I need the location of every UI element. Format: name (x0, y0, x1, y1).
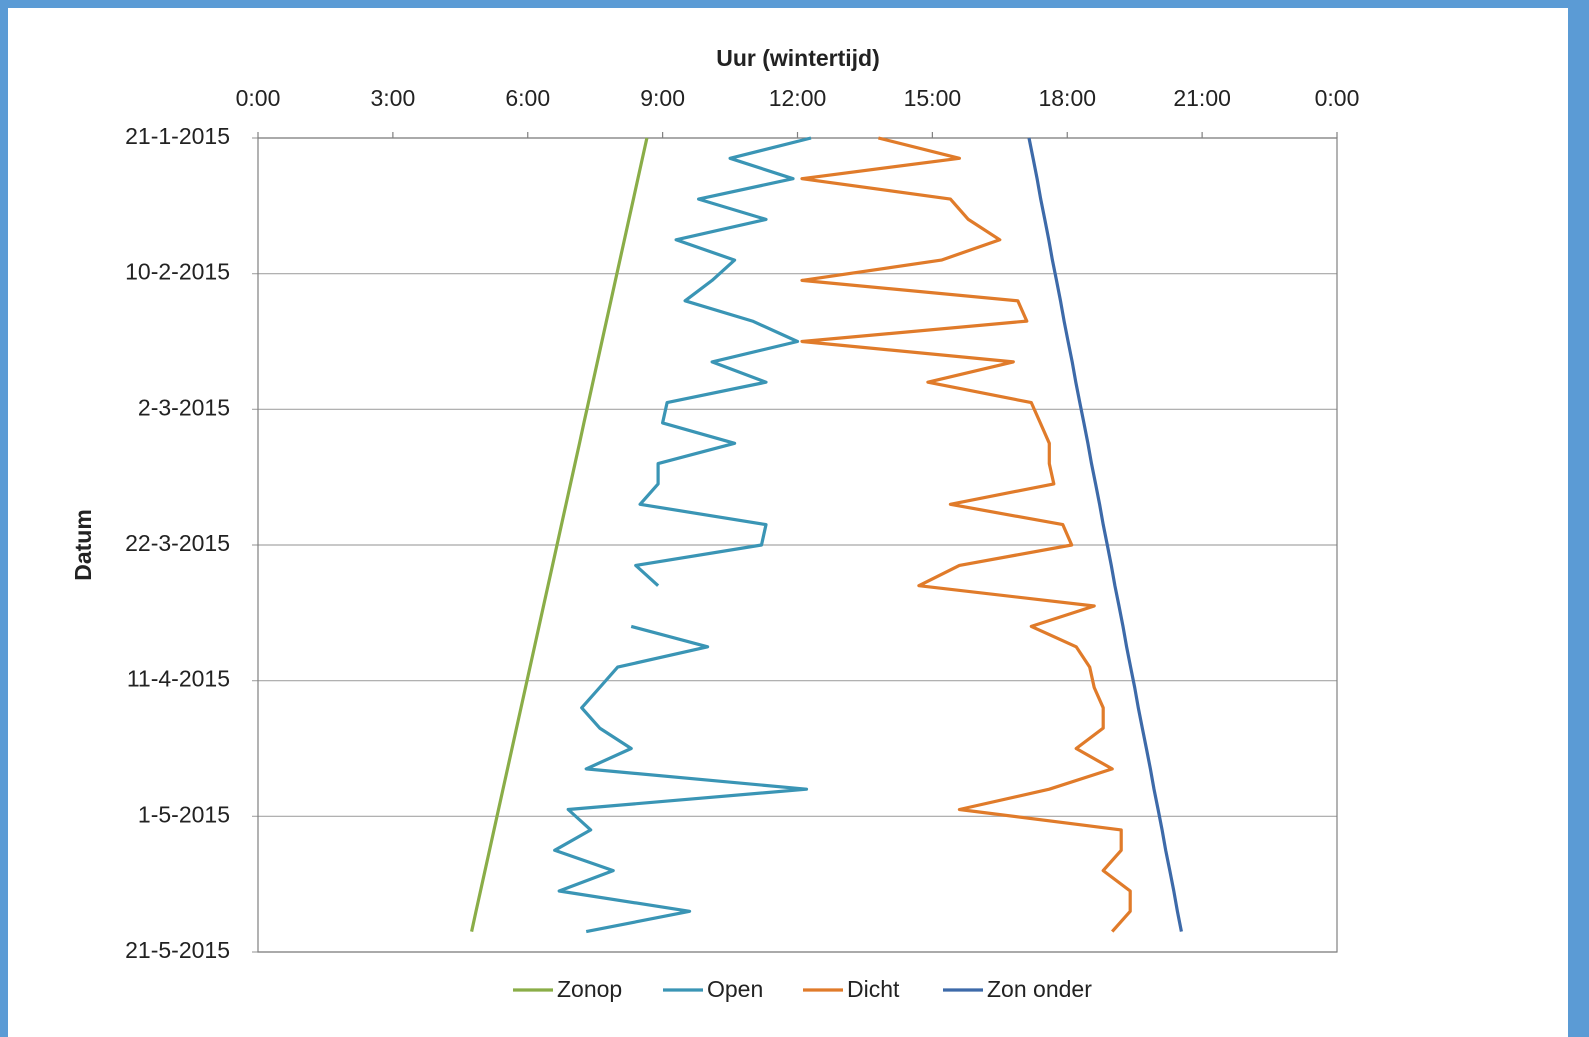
x-tick-label: 18:00 (1038, 85, 1096, 111)
y-tick-label: 22-3-2015 (125, 530, 230, 556)
series-line (470, 137, 649, 932)
y-axis-title: Datum (70, 509, 96, 581)
plot-border (257, 137, 1338, 953)
legend-label: Open (707, 976, 763, 1002)
x-tick-label: 3:00 (370, 85, 415, 111)
legend-label: Zon onder (987, 976, 1092, 1002)
x-tick-label: 0:00 (236, 85, 281, 111)
y-tick-label: 21-1-2015 (125, 123, 230, 149)
series-line (1027, 137, 1183, 932)
series-line (800, 136, 1132, 933)
x-tick-label: 9:00 (640, 85, 685, 111)
series-line (553, 136, 812, 934)
y-tick-label: 21-5-2015 (125, 937, 230, 963)
x-tick-label: 12:00 (769, 85, 827, 111)
x-tick-label: 21:00 (1173, 85, 1231, 111)
legend-label: Dicht (847, 976, 900, 1002)
legend-label: Zonop (557, 976, 622, 1002)
x-axis-title: Uur (wintertijd) (716, 45, 880, 71)
y-tick-label: 1-5-2015 (138, 801, 230, 827)
y-tick-label: 2-3-2015 (138, 394, 230, 420)
y-tick-label: 11-4-2015 (127, 666, 230, 692)
x-tick-label: 6:00 (505, 85, 550, 111)
x-tick-label: 0:00 (1315, 85, 1360, 111)
x-tick-label: 15:00 (904, 85, 962, 111)
y-tick-label: 10-2-2015 (125, 259, 230, 285)
